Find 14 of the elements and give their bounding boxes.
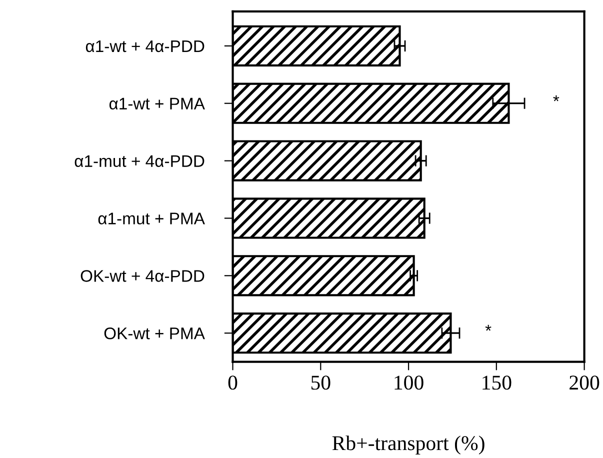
annotation: * bbox=[553, 95, 560, 102]
annotation: * bbox=[485, 324, 492, 331]
x-tick-label: 200 bbox=[570, 376, 600, 390]
y-tick-label: α1-mut + PMA bbox=[98, 212, 205, 224]
x-tick-label: 150 bbox=[482, 376, 512, 390]
y-tick-label: OK-wt + PMA bbox=[104, 328, 205, 340]
y-tick-label: α1-mut + 4α-PDD bbox=[74, 155, 204, 167]
x-tick-label: 50 bbox=[311, 376, 330, 390]
y-tick-label: OK-wt + 4α-PDD bbox=[80, 270, 204, 282]
x-tick-label: 100 bbox=[394, 376, 424, 390]
x-axis-title: Rb+-transport (%) bbox=[332, 436, 484, 454]
y-tick-label: α1-wt + 4α-PDD bbox=[86, 40, 204, 52]
x-tick-label: 0 bbox=[228, 376, 238, 390]
y-tick-label: α1-wt + PMA bbox=[109, 98, 205, 110]
